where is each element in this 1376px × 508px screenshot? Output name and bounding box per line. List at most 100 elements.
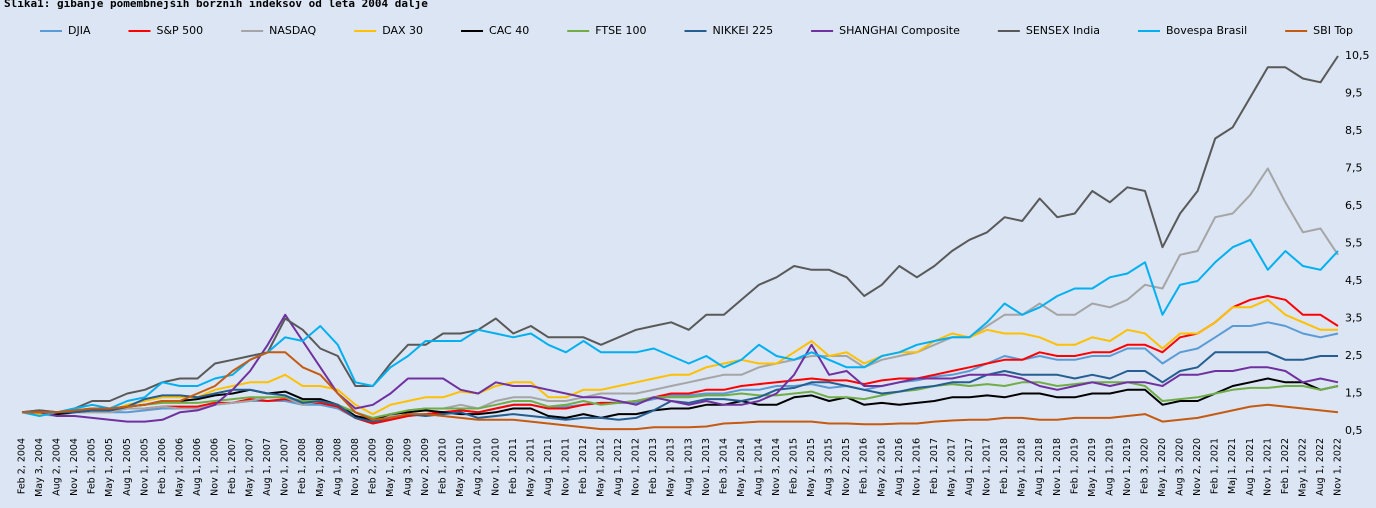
x-tick-label: Aug 1, 2007 <box>262 438 273 496</box>
y-tick-label: 7,5 <box>1345 162 1363 175</box>
legend-label: SENSEX India <box>1026 24 1100 37</box>
x-tick-label: May 1, 2008 <box>315 438 326 497</box>
series-line <box>22 381 1339 419</box>
x-tick-label: Feb 2, 2004 <box>17 438 28 494</box>
y-tick-label: 1,5 <box>1345 387 1363 400</box>
x-tick-label: Nov 1, 2004 <box>69 438 80 496</box>
x-tick-label: Nov 1, 2011 <box>560 438 571 496</box>
x-tick-label: Aug 1, 2013 <box>683 438 694 496</box>
chart-title: Slika1: gibanje pomembnejših borznih ind… <box>4 0 428 10</box>
x-tick-label: May 1, 2018 <box>1017 438 1028 497</box>
x-tick-label: Aug 1, 2018 <box>1034 438 1045 496</box>
legend-label: CAC 40 <box>489 24 529 37</box>
x-tick-label: Feb 1, 2018 <box>999 438 1010 494</box>
legend-label: SBI Top <box>1313 24 1353 37</box>
x-tick-label: Aug 1, 2011 <box>543 438 554 496</box>
y-tick-label: 5,5 <box>1345 237 1363 250</box>
x-tick-label: Nov 1, 2006 <box>210 438 221 496</box>
x-tick-label: May 1, 2020 <box>1157 438 1168 497</box>
series-line <box>21 55 1339 414</box>
x-tick-label: Nov 2, 2020 <box>1192 438 1203 496</box>
y-tick-label: 9,5 <box>1345 87 1363 100</box>
x-tick-label: Aug 2, 2004 <box>52 438 63 496</box>
x-tick-label: Nov 1, 2012 <box>631 438 642 496</box>
x-tick-label: May 1, 2015 <box>806 438 817 497</box>
legend-label: NASDAQ <box>269 24 316 37</box>
x-tick-label: May 1, 2006 <box>174 438 185 497</box>
x-tick-label: Nov 1, 2007 <box>280 438 291 496</box>
x-tick-label: Feb 1, 2005 <box>87 438 98 494</box>
x-tick-label: May 2, 2011 <box>525 438 536 497</box>
y-tick-label: 6,5 <box>1345 199 1363 212</box>
legend-label: FTSE 100 <box>595 24 646 37</box>
x-tick-label: Aug 1, 2022 <box>1315 438 1326 496</box>
x-tick-label: Feb 2, 2015 <box>789 438 800 494</box>
x-tick-label: Aug 1, 2012 <box>613 438 624 496</box>
x-tick-label: Aug 1, 2021 <box>1245 438 1256 496</box>
x-tick-label: Maj 1, 2021 <box>1227 438 1238 494</box>
x-tick-label: Feb 2, 2009 <box>367 438 378 494</box>
x-tick-label: Feb 1, 2010 <box>438 438 449 494</box>
series-line <box>21 298 1338 416</box>
x-tick-label: Nov 1, 2019 <box>1122 438 1133 496</box>
y-tick-label: 10,5 <box>1345 49 1370 62</box>
legend-label: Bovespa Brasil <box>1166 24 1247 37</box>
x-tick-label: Nov 1, 2021 <box>1262 438 1273 496</box>
x-tick-label: Nov 1, 2013 <box>701 438 712 496</box>
x-tick-label: Aug 3, 2020 <box>1175 438 1186 496</box>
y-tick-label: 0,5 <box>1345 424 1363 437</box>
x-tick-label: Aug 3, 2009 <box>403 438 414 496</box>
x-tick-label: Aug 1, 2016 <box>894 438 905 496</box>
x-tick-label: Nov 1, 2018 <box>1052 438 1063 496</box>
x-tick-label: Feb 1, 2022 <box>1280 438 1291 494</box>
x-tick-label: Feb 1, 2016 <box>859 438 870 494</box>
y-tick-label: 8,5 <box>1345 124 1363 137</box>
series-line <box>21 238 1339 417</box>
x-tick-label: Aug 1, 2014 <box>753 438 764 496</box>
x-tick-label: May 1, 2019 <box>1087 438 1098 497</box>
x-tick-label: May 3, 2004 <box>34 438 45 497</box>
x-tick-label: Aug 1, 2005 <box>122 438 133 496</box>
y-tick-label: 4,5 <box>1345 274 1363 287</box>
x-tick-label: May 1, 2009 <box>385 438 396 497</box>
x-tick-label: May 1, 2007 <box>245 438 256 497</box>
x-tick-label: Nov 1, 2010 <box>490 438 501 496</box>
x-tick-label: Nov 1, 2017 <box>982 438 993 496</box>
legend-label: S&P 500 <box>156 24 203 37</box>
x-tick-label: Nov 3, 2014 <box>771 438 782 496</box>
legend-label: DAX 30 <box>382 24 423 37</box>
x-tick-label: Nov 2, 2015 <box>841 438 852 496</box>
x-tick-label: Nov 1, 2016 <box>911 438 922 496</box>
x-tick-label: May 1, 2012 <box>596 438 607 497</box>
x-tick-label: Feb 3, 2014 <box>718 438 729 494</box>
x-tick-label: May 2, 2016 <box>876 438 887 497</box>
legend-label: SHANGHAI Composite <box>839 24 960 37</box>
x-tick-label: Aug 3, 2015 <box>824 438 835 496</box>
x-tick-label: May 1, 2022 <box>1297 438 1308 497</box>
x-tick-label: Nov 2, 2009 <box>420 438 431 496</box>
legend-label: DJIA <box>68 24 91 37</box>
x-tick-label: May 1, 2013 <box>666 438 677 497</box>
series-line <box>22 351 1339 431</box>
x-tick-label: Aug 2, 2010 <box>473 438 484 496</box>
x-tick-label: Feb 1, 2017 <box>929 438 940 494</box>
y-tick-label: 3,5 <box>1345 312 1363 325</box>
x-tick-label: Feb 1, 2012 <box>578 438 589 494</box>
x-tick-label: Aug 1, 2008 <box>332 438 343 496</box>
series-line <box>21 167 1339 423</box>
x-tick-label: May 1, 2017 <box>946 438 957 497</box>
x-tick-label: Feb 1, 2007 <box>227 438 238 494</box>
x-tick-label: Aug 1, 2017 <box>964 438 975 496</box>
x-tick-label: Feb 1, 2006 <box>157 438 168 494</box>
x-tick-label: May 3, 2010 <box>455 438 466 497</box>
x-tick-label: Feb 1, 2019 <box>1069 438 1080 494</box>
x-tick-label: Feb 1, 2013 <box>648 438 659 494</box>
x-tick-label: Feb 1, 2011 <box>508 438 519 494</box>
series-line <box>22 377 1339 421</box>
x-tick-label: Aug 1, 2019 <box>1104 438 1115 496</box>
series-line <box>22 313 1339 423</box>
x-tick-label: Feb 3, 2020 <box>1139 438 1150 494</box>
